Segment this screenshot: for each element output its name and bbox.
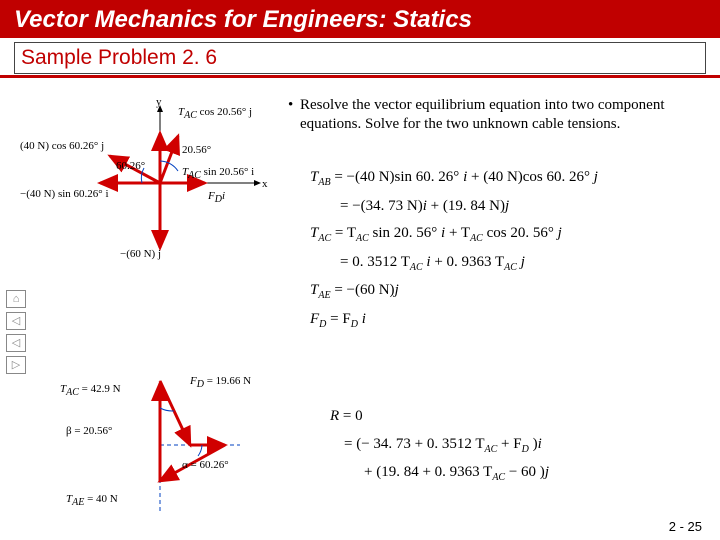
eq-j: j — [517, 254, 525, 270]
fbd-svg — [30, 98, 280, 268]
lbl-sub: D — [215, 194, 222, 205]
label-pos40cos: (40 N) cos 60.26° j — [20, 140, 104, 152]
lbl-rest: cos 20.56° j — [197, 106, 252, 118]
equation-block-2: R = 0 = (− 34. 73 + 0. 3512 TAC + FD )i … — [330, 403, 549, 488]
eq-sub: AB — [318, 177, 330, 188]
equation-block-1: TAB = −(40 N)sin 60. 26° i + (40 N)cos 6… — [310, 164, 710, 334]
eq-txt: = 0 — [339, 408, 362, 424]
lbl-sub: D — [197, 379, 204, 390]
eq-r-line2: = (− 34. 73 + 0. 3512 TAC + FD )i — [330, 431, 549, 460]
lbl-f: F — [208, 190, 215, 202]
eq-j: j — [395, 282, 399, 298]
eq-sub: AC — [492, 472, 505, 483]
eq-j: j — [594, 169, 598, 185]
eq-sub: AC — [504, 262, 517, 273]
eq-txt: sin 20. 56° — [369, 225, 441, 241]
content-area: • Resolve the vector equilibrium equatio… — [0, 78, 720, 508]
eq-txt: = −(34. 73 N) — [340, 198, 423, 214]
eq-tab-2: = −(34. 73 N)i + (19. 84 N)j — [310, 193, 710, 221]
eq-txt: + 0. 9363 T — [431, 254, 505, 270]
lbl-rest: sin 20.56° i — [201, 166, 254, 178]
eq-j: j — [545, 464, 549, 480]
eq-txt: + (19. 84 N) — [427, 198, 505, 214]
lbl-sub: AC — [184, 110, 197, 121]
eq-sub: D — [522, 444, 529, 455]
label-angle-6026: 60.26° — [116, 160, 145, 172]
lbl-f: F — [190, 375, 197, 387]
eq-txt: ) — [529, 436, 538, 452]
eq-txt: + F — [497, 436, 521, 452]
eq-tab: TAB = −(40 N)sin 60. 26° i + (40 N)cos 6… — [310, 164, 710, 193]
label-tac-cos: TAC cos 20.56° j — [178, 106, 252, 121]
lbl-val: = 19.66 N — [204, 375, 251, 387]
title-text: Vector Mechanics for Engineers: Statics — [14, 6, 472, 33]
eq-tac-2: = 0. 3512 TAC i + 0. 9363 TAC j — [310, 249, 710, 278]
label-alpha: α = 60.26° — [182, 459, 229, 471]
eq-tae: TAE = −(60 N)j — [310, 277, 710, 306]
eq-j: j — [558, 225, 562, 241]
eq-txt: = 0. 3512 T — [340, 254, 410, 270]
eq-txt: = −(60 N) — [331, 282, 395, 298]
eq-txt: = −(40 N)sin 60. 26° — [331, 169, 464, 185]
label-neg60: −(60 N) j — [120, 248, 161, 260]
subtitle-text: Sample Problem 2. 6 — [15, 43, 705, 73]
lbl-rest: i — [222, 190, 225, 202]
eq-i: i — [538, 436, 542, 452]
subtitle-box: Sample Problem 2. 6 — [14, 42, 706, 74]
axis-x-label: x — [262, 178, 268, 190]
eq-sub: AC — [356, 233, 369, 244]
label-tac-val: TAC = 42.9 N — [60, 383, 121, 398]
free-body-diagram-top: y x TAC cos 20.56° j 20.56° 60.26° −(40 … — [30, 98, 280, 268]
lbl-sub: AC — [188, 170, 201, 181]
label-angle-2056: 20.56° — [182, 144, 211, 156]
bullet-body: Resolve the vector equilibrium equation … — [300, 97, 665, 132]
eq-txt: = (− 34. 73 + 0. 3512 T — [344, 436, 485, 452]
axis-y-label: y — [156, 96, 162, 108]
eq-i: i — [358, 311, 366, 327]
title-banner: Vector Mechanics for Engineers: Statics — [0, 0, 720, 40]
eq-txt: = T — [331, 225, 356, 241]
label-tae-val: TAE = 40 N — [66, 493, 118, 508]
label-fd-val: FD = 19.66 N — [190, 375, 251, 390]
eq-sub: D — [351, 319, 358, 330]
eq-txt: − 60 ) — [505, 464, 545, 480]
bullet-dot: • — [288, 96, 293, 115]
eq-j: j — [505, 198, 509, 214]
eq-sub: AC — [470, 233, 483, 244]
eq-r: R — [330, 408, 339, 424]
label-fdi: FDi — [208, 190, 225, 205]
eq-tac: TAC = TAC sin 20. 56° i + TAC cos 20. 56… — [310, 220, 710, 249]
lbl-val: = 42.9 N — [79, 383, 121, 395]
lbl-sub: AC — [66, 387, 79, 398]
label-neg40sin: −(40 N) sin 60.26° i — [20, 188, 109, 200]
label-beta: β = 20.56° — [66, 425, 112, 437]
eq-fd: FD = FD i — [310, 306, 710, 335]
eq-sub: AC — [410, 262, 423, 273]
bullet-text: • Resolve the vector equilibrium equatio… — [300, 96, 700, 134]
eq-f: F — [310, 311, 319, 327]
lbl-sub: AE — [72, 497, 84, 508]
label-tac-sin: TAC sin 20.56° i — [182, 166, 254, 181]
lbl-val: = 40 N — [84, 493, 117, 505]
force-polygon-diagram: TAC = 42.9 N FD = 19.66 N β = 20.56° α =… — [30, 363, 280, 533]
eq-r0: R = 0 — [330, 403, 549, 431]
eq-txt: = F — [326, 311, 350, 327]
eq-txt: + T — [445, 225, 470, 241]
eq-r-line3: + (19. 84 + 0. 9363 TAC − 60 )j — [330, 459, 549, 488]
eq-txt: + (19. 84 + 0. 9363 T — [364, 464, 492, 480]
eq-sub: AC — [318, 233, 331, 244]
eq-sub: AC — [485, 444, 498, 455]
eq-i: i — [423, 254, 431, 270]
eq-sub: AE — [318, 290, 330, 301]
eq-txt: + (40 N)cos 60. 26° — [467, 169, 594, 185]
page-number: 2 - 25 — [669, 519, 702, 534]
eq-txt: cos 20. 56° — [483, 225, 558, 241]
